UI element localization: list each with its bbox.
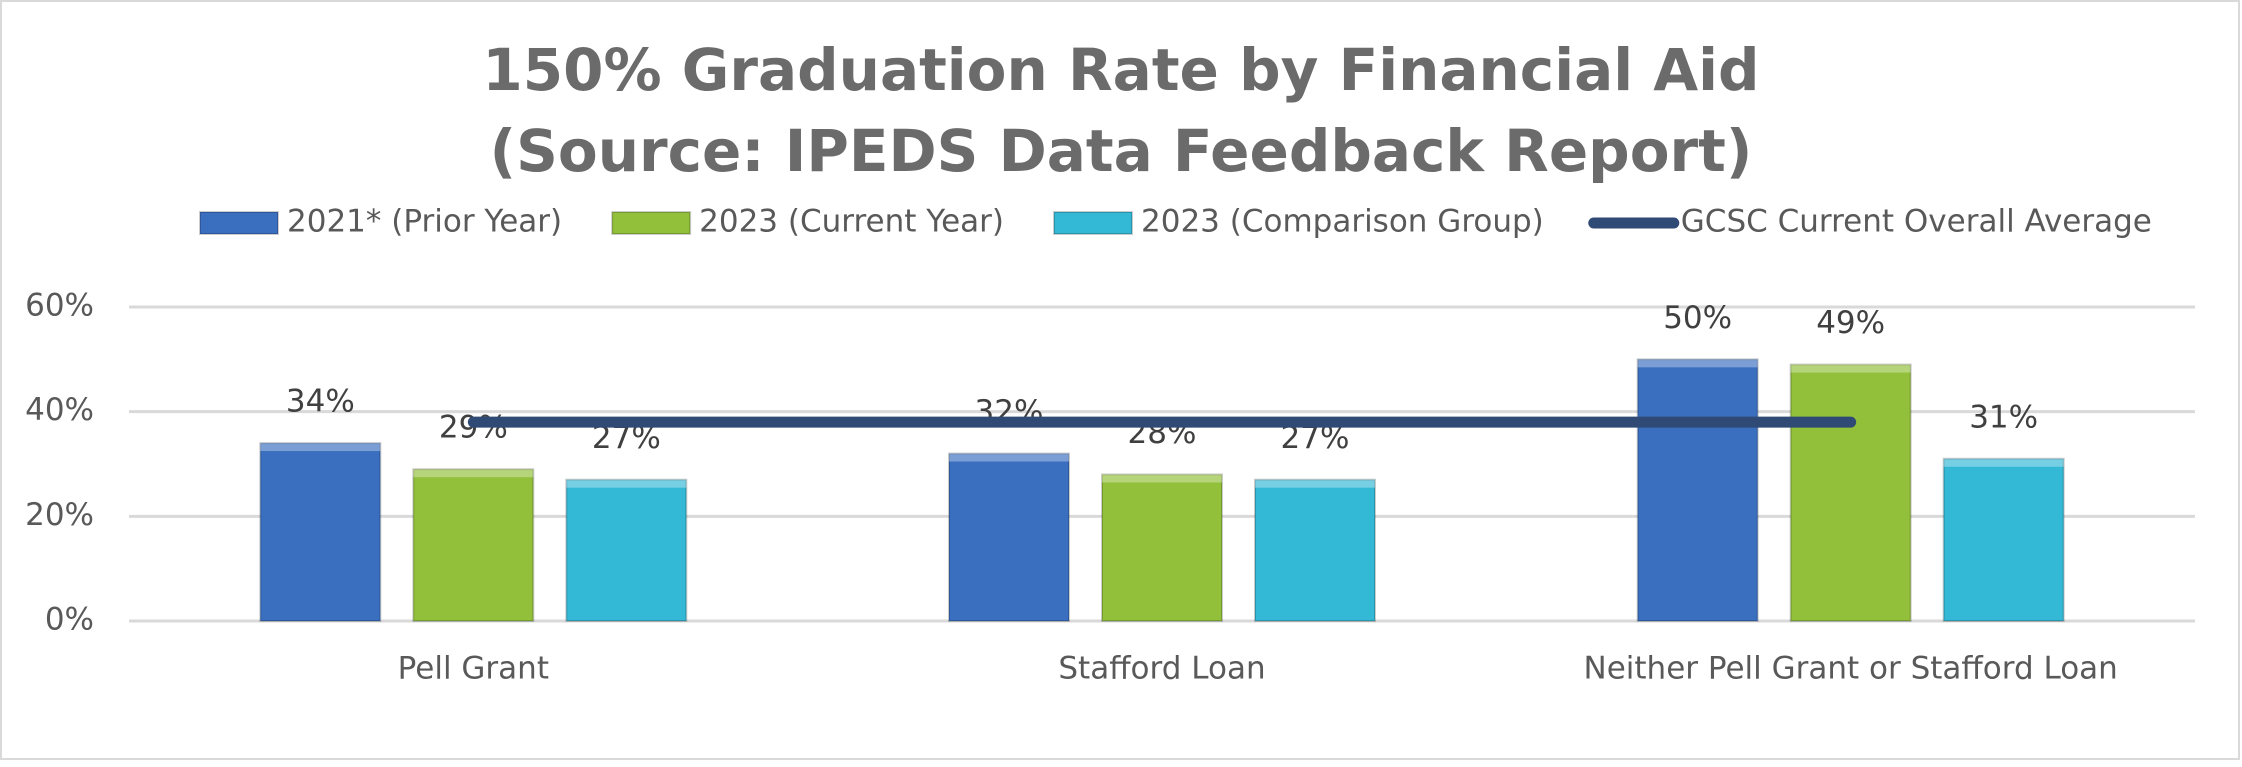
legend-swatch	[1053, 211, 1133, 235]
bar	[412, 468, 535, 622]
chart-title: (Source: IPEDS Data Feedback Report)	[490, 117, 1753, 185]
chart-title: 150% Graduation Rate by Financial Aid	[482, 36, 1759, 104]
bar	[1101, 473, 1223, 623]
bar-top	[260, 443, 381, 452]
y-tick-label: 0%	[45, 602, 94, 638]
value-label: 34%	[286, 384, 355, 420]
legend-label: GCSC Current Overall Average	[1681, 204, 2152, 240]
x-tick-label: Stafford Loan	[1058, 651, 1265, 687]
legend-swatch	[199, 211, 279, 235]
value-label: 50%	[1663, 300, 1732, 336]
bar-top	[566, 479, 687, 488]
y-tick-label: 20%	[25, 497, 94, 533]
bar	[948, 452, 1070, 622]
value-label: 31%	[1969, 399, 2038, 435]
value-label: 29%	[439, 410, 508, 446]
bar	[565, 478, 688, 623]
y-tick-label: 40%	[25, 392, 94, 428]
bar	[1636, 358, 1759, 622]
bar-top	[949, 453, 1069, 462]
bar	[259, 442, 382, 623]
bar	[1254, 478, 1376, 623]
legend-label: 2021* (Prior Year)	[287, 204, 562, 240]
bar	[1789, 363, 1912, 622]
bar-top	[1255, 479, 1375, 488]
bar-top	[1102, 474, 1222, 483]
bar-top	[1637, 359, 1758, 368]
value-label: 49%	[1816, 305, 1885, 341]
bar-top	[1790, 364, 1911, 373]
legend-label: 2023 (Comparison Group)	[1141, 204, 1544, 240]
legend-swatch	[611, 211, 692, 235]
bar	[1942, 457, 2065, 622]
x-tick-label: Neither Pell Grant or Stafford Loan	[1584, 651, 2118, 687]
x-tick-label: Pell Grant	[398, 651, 549, 687]
bar-top	[1943, 458, 2064, 467]
y-tick-label: 60%	[25, 288, 94, 324]
bar-top	[413, 469, 534, 478]
legend-label: 2023 (Current Year)	[699, 204, 1004, 240]
